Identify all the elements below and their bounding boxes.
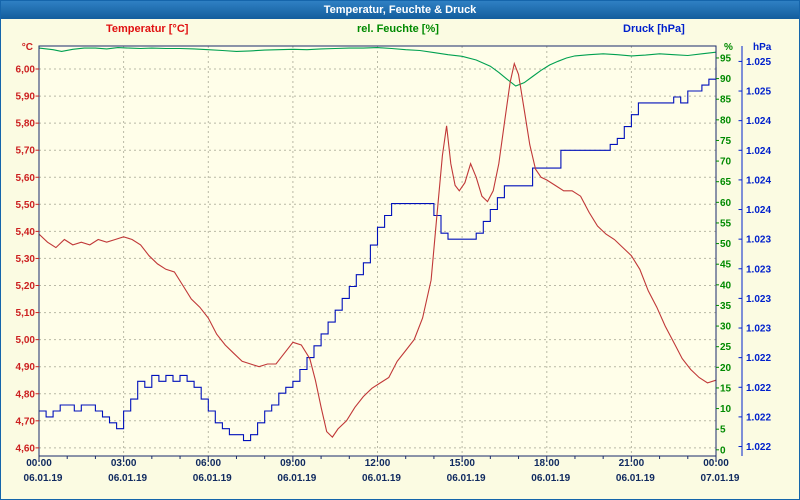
date-label: 06.01.19 [362,473,401,484]
time-tick-label: 12:00 [365,458,391,469]
temp-tick-label: 4,90 [16,362,36,373]
date-label: 06.01.19 [447,473,486,484]
humidity-tick-label: 20 [720,363,732,374]
date-label: 06.01.19 [193,473,232,484]
humidity-tick-label: 15 [720,383,732,394]
pressure-tick-label: 1.023 [746,324,771,335]
series-humidity [38,47,717,87]
humidity-tick-label: 35 [720,301,732,312]
temp-tick-label: 5,30 [16,254,36,265]
legend-temperature: Temperatur [°C] [106,23,189,35]
date-label: 06.01.19 [616,473,655,484]
humidity-tick-label: 50 [720,239,732,250]
pressure-tick-label: 1.024 [746,146,771,157]
date-label: 06.01.19 [108,473,147,484]
pressure-tick-label: 1.023 [746,264,771,275]
pressure-tick-label: 1.024 [746,175,771,186]
humidity-tick-label: 95 [720,53,732,64]
pressure-unit-label: hPa [753,42,772,53]
time-tick-label: 09:00 [280,458,306,469]
window-title: Temperatur, Feuchte & Druck [323,4,477,16]
humidity-tick-label: 30 [720,322,732,333]
humidity-tick-label: 60 [720,198,732,209]
series-pressure [39,67,717,442]
humidity-tick-label: 65 [720,177,732,188]
pressure-tick-label: 1.022 [746,412,771,423]
humidity-tick-label: 5 [720,425,726,436]
humidity-tick-label: 90 [720,74,732,85]
series-temperature [38,61,717,438]
temp-tick-label: 5,00 [16,335,36,346]
time-tick-label: 03:00 [111,458,137,469]
humidity-tick-label: 75 [720,136,732,147]
temp-tick-label: 5,70 [16,146,36,157]
date-label: 06.01.19 [24,473,63,484]
humidity-tick-label: 70 [720,157,732,168]
pressure-tick-label: 1.022 [746,353,771,364]
pressure-tick-label: 1.023 [746,235,771,246]
humidity-tick-label: 45 [720,260,732,271]
pressure-tick-label: 1.024 [746,116,771,127]
temp-unit-label: °C [22,42,33,53]
humidity-tick-label: 0 [720,445,726,456]
title-bar: Temperatur, Feuchte & Druck [1,1,799,19]
time-tick-label: 00:00 [703,458,729,469]
time-tick-label: 15:00 [449,458,475,469]
time-tick-label: 18:00 [534,458,560,469]
date-label: 07.01.19 [701,473,740,484]
temp-tick-label: 5,20 [16,281,36,292]
time-tick-label: 06:00 [195,458,221,469]
pressure-tick-label: 1.023 [746,294,771,305]
temp-tick-label: 5,60 [16,173,36,184]
temp-tick-label: 5,40 [16,227,36,238]
time-tick-label: 00:00 [26,458,52,469]
temp-tick-label: 4,80 [16,389,36,400]
pressure-tick-label: 1.024 [746,205,771,216]
humidity-tick-label: 55 [720,218,732,229]
pressure-tick-label: 1.025 [746,87,771,98]
temp-tick-label: 5,10 [16,308,36,319]
date-label: 06.01.19 [531,473,570,484]
humidity-tick-label: 10 [720,404,732,415]
temp-tick-label: 4,60 [16,443,36,454]
date-label: 06.01.19 [277,473,316,484]
time-tick-label: 21:00 [619,458,645,469]
humidity-tick-label: 80 [720,115,732,126]
temp-tick-label: 4,70 [16,416,36,427]
temp-tick-label: 5,50 [16,200,36,211]
humidity-tick-label: 40 [720,280,732,291]
humidity-tick-label: 25 [720,342,732,353]
temp-tick-label: 5,80 [16,119,36,130]
temp-tick-label: 6,00 [16,65,36,76]
legend-humidity: rel. Feuchte [%] [357,23,439,35]
legend-pressure: Druck [hPa] [623,23,685,35]
temp-tick-label: 5,90 [16,92,36,103]
pressure-tick-label: 1.022 [746,383,771,394]
pressure-tick-label: 1.022 [746,442,771,453]
humidity-tick-label: 85 [720,95,732,106]
chart-canvas: 6,00 5,90 5,80 5,70 5,60 5,50 5,40 5,30 5,20 5,10… [16,42,772,484]
humidity-unit-label: % [724,42,733,53]
pressure-tick-label: 1.025 [746,57,771,68]
